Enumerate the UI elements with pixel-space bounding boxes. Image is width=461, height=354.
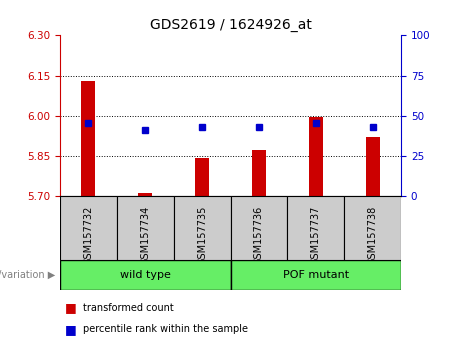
Bar xyxy=(287,196,344,260)
Title: GDS2619 / 1624926_at: GDS2619 / 1624926_at xyxy=(149,18,312,32)
Text: wild type: wild type xyxy=(120,270,171,280)
Text: GSM157738: GSM157738 xyxy=(367,206,378,265)
Bar xyxy=(252,150,266,196)
Bar xyxy=(174,196,230,260)
Bar xyxy=(138,193,152,196)
Bar xyxy=(230,260,401,290)
Bar xyxy=(366,137,380,196)
Text: percentile rank within the sample: percentile rank within the sample xyxy=(83,324,248,334)
Bar xyxy=(230,196,287,260)
Text: ■: ■ xyxy=(65,302,76,314)
Text: genotype/variation ▶: genotype/variation ▶ xyxy=(0,270,55,280)
Bar xyxy=(117,196,174,260)
Text: GSM157737: GSM157737 xyxy=(311,206,321,266)
Bar xyxy=(60,260,230,290)
Text: POF mutant: POF mutant xyxy=(283,270,349,280)
Bar xyxy=(309,117,323,196)
Bar xyxy=(344,196,401,260)
Bar xyxy=(81,81,95,196)
Text: GSM157735: GSM157735 xyxy=(197,206,207,266)
Bar xyxy=(60,196,117,260)
Text: ■: ■ xyxy=(65,323,76,336)
Text: GSM157732: GSM157732 xyxy=(83,206,94,266)
Text: transformed count: transformed count xyxy=(83,303,174,313)
Text: GSM157734: GSM157734 xyxy=(140,206,150,265)
Text: GSM157736: GSM157736 xyxy=(254,206,264,265)
Bar xyxy=(195,158,209,196)
